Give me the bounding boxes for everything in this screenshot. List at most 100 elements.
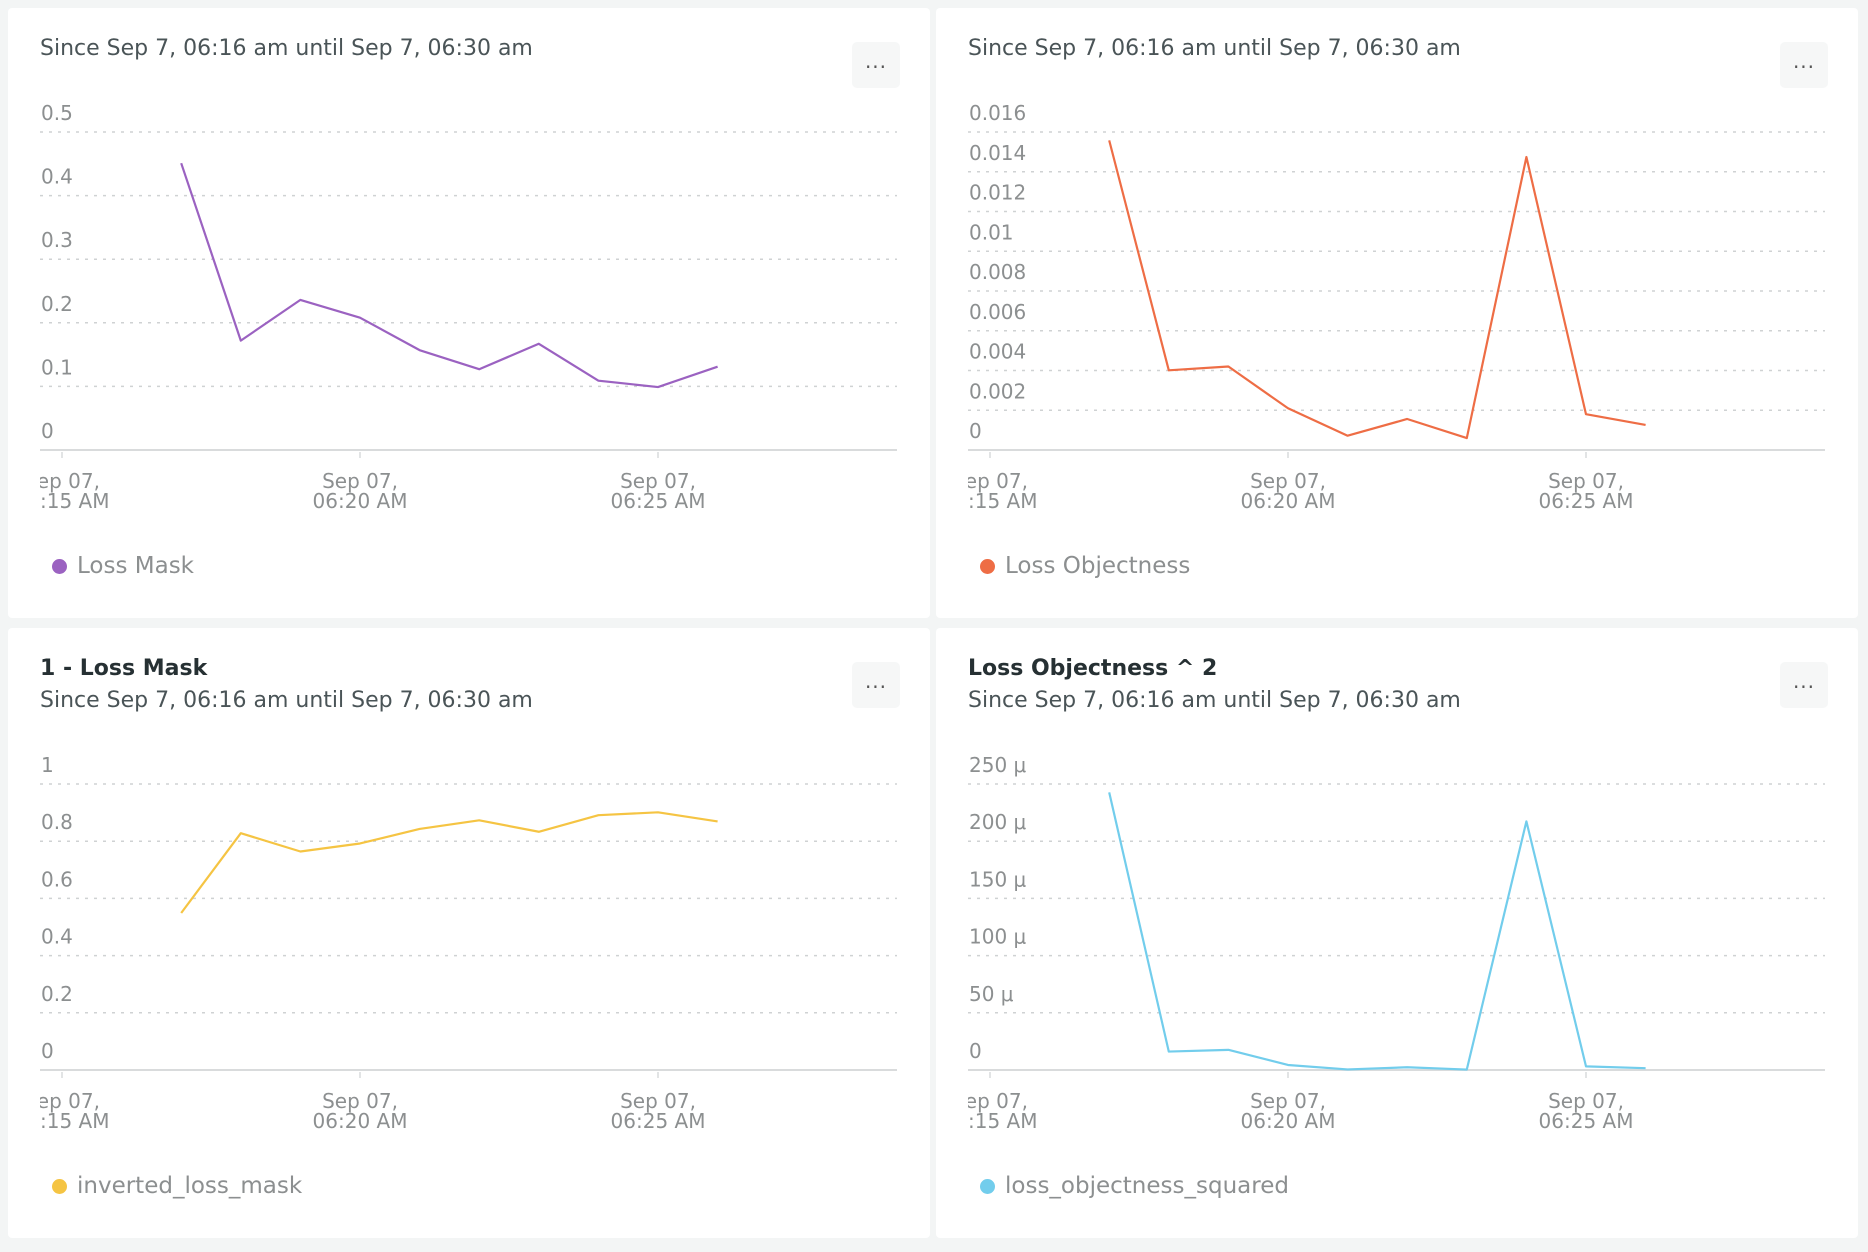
x-tick-label: Sep 07, <box>1548 469 1624 493</box>
x-tick-label: 06:20 AM <box>1241 1109 1336 1133</box>
chart-subtitle: Since Sep 7, 06:16 am until Sep 7, 06:30… <box>968 688 1461 713</box>
x-tick-label: 06:15 AM <box>968 489 1037 513</box>
legend-dot-icon <box>52 1178 67 1194</box>
data-point[interactable] <box>414 344 426 356</box>
legend-label: Loss Objectness <box>1005 553 1191 579</box>
data-point[interactable] <box>1640 419 1652 431</box>
data-point[interactable] <box>1103 786 1115 798</box>
data-point[interactable] <box>473 814 485 826</box>
more-options-button[interactable]: ... <box>1780 662 1828 708</box>
y-tick-label: 250 μ <box>969 753 1027 777</box>
data-point[interactable] <box>652 806 664 818</box>
data-point[interactable] <box>1520 815 1532 827</box>
data-point[interactable] <box>354 312 366 324</box>
x-tick-label: Sep 07, <box>40 469 100 493</box>
y-tick-label: 0.2 <box>41 292 73 316</box>
legend-dot-icon <box>980 558 995 574</box>
data-point[interactable] <box>1580 408 1592 420</box>
y-tick-label: 0.4 <box>41 165 73 189</box>
chart-card-loss-objectness-squared: Loss Objectness ^ 2 Since Sep 7, 06:16 a… <box>936 628 1858 1238</box>
data-point[interactable] <box>1282 1059 1294 1071</box>
data-point[interactable] <box>414 823 426 835</box>
data-point[interactable] <box>235 335 247 347</box>
data-point[interactable] <box>533 826 545 838</box>
y-tick-label: 0.4 <box>41 925 73 949</box>
legend-dot-icon <box>52 558 67 574</box>
y-tick-label: 0.014 <box>969 141 1026 165</box>
y-tick-label: 0.01 <box>969 220 1014 244</box>
y-tick-label: 0.002 <box>969 379 1026 403</box>
data-point[interactable] <box>1342 1063 1354 1075</box>
series-line <box>180 162 718 389</box>
x-tick-label: Sep 07, <box>968 469 1028 493</box>
data-point[interactable] <box>294 845 306 857</box>
more-options-button[interactable]: ... <box>1780 42 1828 88</box>
legend-item[interactable]: Loss Objectness <box>980 553 1190 579</box>
y-tick-label: 0 <box>969 419 982 443</box>
series-line <box>180 811 718 914</box>
data-point[interactable] <box>712 815 724 827</box>
legend-dot-icon <box>980 1178 995 1194</box>
x-tick-label: 06:15 AM <box>40 489 109 513</box>
data-point[interactable] <box>592 375 604 387</box>
chart-card-inverted-loss-mask: 1 - Loss Mask Since Sep 7, 06:16 am unti… <box>8 628 930 1238</box>
more-options-button[interactable]: ... <box>852 42 900 88</box>
y-tick-label: 0.1 <box>41 355 73 379</box>
data-point[interactable] <box>652 381 664 393</box>
x-tick-label: Sep 07, <box>968 1089 1028 1113</box>
y-tick-label: 50 μ <box>969 982 1014 1006</box>
data-point[interactable] <box>1640 1062 1652 1074</box>
data-point[interactable] <box>1282 402 1294 414</box>
data-point[interactable] <box>1222 1044 1234 1056</box>
y-tick-label: 0.016 <box>969 101 1026 125</box>
data-point[interactable] <box>712 361 724 373</box>
legend-item[interactable]: Loss Mask <box>52 553 194 579</box>
legend-item[interactable]: inverted_loss_mask <box>52 1173 302 1199</box>
data-point[interactable] <box>175 157 187 169</box>
data-point[interactable] <box>533 338 545 350</box>
data-point[interactable] <box>1342 430 1354 442</box>
y-tick-label: 0.5 <box>41 101 73 125</box>
data-point[interactable] <box>1163 1046 1175 1058</box>
x-tick-label: Sep 07, <box>620 469 696 493</box>
data-point[interactable] <box>1580 1060 1592 1072</box>
data-point[interactable] <box>294 294 306 306</box>
x-tick-label: 06:15 AM <box>40 1109 109 1133</box>
x-tick-label: 06:25 AM <box>1539 489 1634 513</box>
data-point[interactable] <box>235 827 247 839</box>
x-tick-label: 06:15 AM <box>968 1109 1037 1133</box>
data-point[interactable] <box>354 837 366 849</box>
x-tick-label: Sep 07, <box>40 1089 100 1113</box>
data-point[interactable] <box>1401 1061 1413 1073</box>
data-point[interactable] <box>1520 151 1532 163</box>
x-tick-label: 06:20 AM <box>313 1109 408 1133</box>
x-tick-label: Sep 07, <box>620 1089 696 1113</box>
data-point[interactable] <box>175 907 187 919</box>
y-tick-label: 0.6 <box>41 867 73 891</box>
y-tick-label: 0.004 <box>969 340 1026 364</box>
chart-title: Loss Objectness ^ 2 <box>968 656 1218 681</box>
x-tick-label: 06:25 AM <box>1539 1109 1634 1133</box>
chart-subtitle: Since Sep 7, 06:16 am until Sep 7, 06:30… <box>40 36 533 61</box>
data-point[interactable] <box>1401 413 1413 425</box>
data-point[interactable] <box>1103 134 1115 146</box>
data-point[interactable] <box>1222 361 1234 373</box>
chart-subtitle: Since Sep 7, 06:16 am until Sep 7, 06:30… <box>968 36 1461 61</box>
data-point[interactable] <box>1461 1064 1473 1076</box>
plot-area: 0 0.002 0.004 0.006 0.008 0.01 0.012 0.014 0.016… <box>968 8 1828 528</box>
y-tick-label: 0.006 <box>969 300 1026 324</box>
data-point[interactable] <box>592 809 604 821</box>
data-point[interactable] <box>1461 432 1473 444</box>
y-tick-label: 0 <box>41 1039 54 1063</box>
data-point[interactable] <box>1163 364 1175 376</box>
more-options-button[interactable]: ... <box>852 662 900 708</box>
data-point[interactable] <box>473 363 485 375</box>
x-tick-label: Sep 07, <box>322 1089 398 1113</box>
legend-item[interactable]: loss_objectness_squared <box>980 1173 1289 1199</box>
